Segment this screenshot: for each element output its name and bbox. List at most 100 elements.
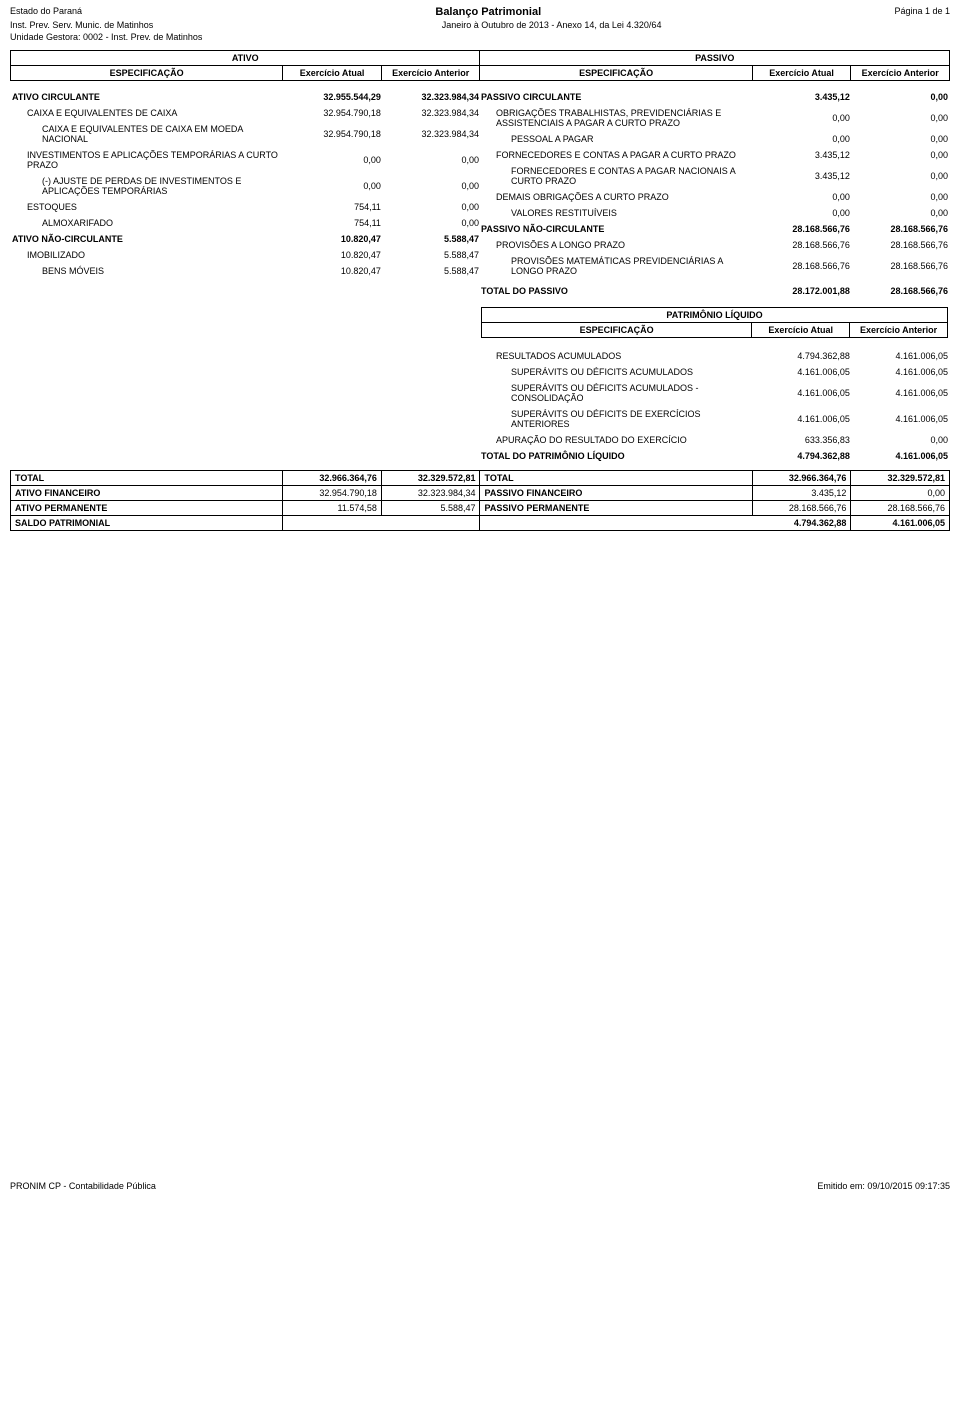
row-label: (-) AJUSTE DE PERDAS DE INVESTIMENTOS E … xyxy=(12,173,283,199)
saldo-ant: 4.161.006,05 xyxy=(851,516,950,531)
header-estado: Estado do Paraná xyxy=(10,6,82,16)
row-atual: 28.168.566,76 xyxy=(752,237,850,253)
total-passivo-table: TOTAL DO PASSIVO 28.172.001,88 28.168.56… xyxy=(10,281,950,301)
total-p-label: TOTAL xyxy=(480,471,752,486)
data-row: ESTOQUES754,110,00 xyxy=(12,199,479,215)
row-atual: 754,11 xyxy=(283,199,381,215)
passivo-perm-label: PASSIVO PERMANENTE xyxy=(480,501,752,516)
row-label: SUPERÁVITS OU DÉFICITS ACUMULADOS - CONS… xyxy=(481,380,752,406)
ativo-fin-ant: 32.323.984,34 xyxy=(381,486,480,501)
data-row: RESULTADOS ACUMULADOS4.794.362,884.161.0… xyxy=(481,348,948,364)
patrimonio-rows: RESULTADOS ACUMULADOS4.794.362,884.161.0… xyxy=(481,348,948,448)
row-atual: 28.168.566,76 xyxy=(752,253,850,279)
row-label: PESSOAL A PAGAR xyxy=(481,131,752,147)
header-unidade: Unidade Gestora: 0002 - Inst. Prev. de M… xyxy=(10,32,950,42)
data-row: SUPERÁVITS OU DÉFICITS ACUMULADOS - CONS… xyxy=(481,380,948,406)
row-ant: 0,00 xyxy=(850,205,948,221)
total-passivo-ant: 28.168.566,76 xyxy=(850,283,948,299)
row-ant: 4.161.006,05 xyxy=(850,348,948,364)
data-row: ALMOXARIFADO754,110,00 xyxy=(12,215,479,231)
patrimonio-heading: PATRIMÔNIO LÍQUIDO xyxy=(482,308,948,323)
row-label: ATIVO NÃO-CIRCULANTE xyxy=(12,231,283,247)
row-atual: 0,00 xyxy=(283,173,381,199)
row-ant: 0,00 xyxy=(850,163,948,189)
row-atual: 4.161.006,05 xyxy=(752,406,850,432)
row-ant: 0,00 xyxy=(850,189,948,205)
row-atual: 4.794.362,88 xyxy=(752,348,850,364)
footer-left: PRONIM CP - Contabilidade Pública xyxy=(10,1181,156,1191)
atual-col-a: Exercício Atual xyxy=(283,66,382,81)
data-row: IMOBILIZADO10.820,475.588,47 xyxy=(12,247,479,263)
row-ant: 0,00 xyxy=(381,173,479,199)
total-a-ant: 32.329.572,81 xyxy=(381,471,480,486)
data-row: ATIVO NÃO-CIRCULANTE10.820,475.588,47 xyxy=(12,231,479,247)
row-atual: 3.435,12 xyxy=(752,163,850,189)
row-ant: 0,00 xyxy=(850,105,948,131)
row-ant: 5.588,47 xyxy=(381,247,479,263)
row-label: CAIXA E EQUIVALENTES DE CAIXA EM MOEDA N… xyxy=(12,121,283,147)
data-row: CAIXA E EQUIVALENTES DE CAIXA32.954.790,… xyxy=(12,105,479,121)
header-title: Balanço Patrimonial xyxy=(435,6,541,18)
passivo-fin-ant: 0,00 xyxy=(851,486,950,501)
row-ant: 28.168.566,76 xyxy=(850,237,948,253)
row-ant: 0,00 xyxy=(850,89,948,105)
row-atual: 10.820,47 xyxy=(283,231,381,247)
ativo-perm-label: ATIVO PERMANENTE xyxy=(11,501,283,516)
row-atual: 0,00 xyxy=(752,205,850,221)
row-label: INVESTIMENTOS E APLICAÇÕES TEMPORÁRIAS A… xyxy=(12,147,283,173)
row-ant: 4.161.006,05 xyxy=(850,406,948,432)
ativo-rows: ATIVO CIRCULANTE32.955.544,2932.323.984,… xyxy=(12,89,479,279)
row-label: ALMOXARIFADO xyxy=(12,215,283,231)
row-label: ATIVO CIRCULANTE xyxy=(12,89,283,105)
data-row: VALORES RESTITUÍVEIS0,000,00 xyxy=(481,205,948,221)
data-row: FORNECEDORES E CONTAS A PAGAR NACIONAIS … xyxy=(481,163,948,189)
saldo-atual: 4.794.362,88 xyxy=(752,516,851,531)
row-label: CAIXA E EQUIVALENTES DE CAIXA xyxy=(12,105,283,121)
row-ant: 28.168.566,76 xyxy=(850,221,948,237)
row-label: FORNECEDORES E CONTAS A PAGAR A CURTO PR… xyxy=(481,147,752,163)
total-p-atual: 32.966.364,76 xyxy=(752,471,851,486)
row-label: PASSIVO NÃO-CIRCULANTE xyxy=(481,221,752,237)
row-atual: 32.955.544,29 xyxy=(283,89,381,105)
row-label: BENS MÓVEIS xyxy=(12,263,283,279)
total-pl-label: TOTAL DO PATRIMÔNIO LÍQUIDO xyxy=(481,448,752,464)
data-row: PROVISÕES A LONGO PRAZO28.168.566,7628.1… xyxy=(481,237,948,253)
row-atual: 32.954.790,18 xyxy=(283,105,381,121)
ativo-perm-ant: 5.588,47 xyxy=(381,501,480,516)
row-label: SUPERÁVITS OU DÉFICITS DE EXERCÍCIOS ANT… xyxy=(481,406,752,432)
data-row: DEMAIS OBRIGAÇÕES A CURTO PRAZO0,000,00 xyxy=(481,189,948,205)
row-ant: 4.161.006,05 xyxy=(850,380,948,406)
row-atual: 0,00 xyxy=(752,189,850,205)
row-atual: 10.820,47 xyxy=(283,263,381,279)
passivo-fin-label: PASSIVO FINANCEIRO xyxy=(480,486,752,501)
row-ant: 32.323.984,34 xyxy=(381,89,479,105)
row-atual: 633.356,83 xyxy=(752,432,850,448)
total-passivo-atual: 28.172.001,88 xyxy=(752,283,850,299)
atual-col-pl: Exercício Atual xyxy=(752,323,850,338)
ativo-perm-atual: 11.574,58 xyxy=(283,501,382,516)
row-ant: 32.323.984,34 xyxy=(381,105,479,121)
row-ant: 5.588,47 xyxy=(381,263,479,279)
totals-table: TOTAL 32.966.364,76 32.329.572,81 TOTAL … xyxy=(10,470,950,531)
row-label: OBRIGAÇÕES TRABALHISTAS, PREVIDENCIÁRIAS… xyxy=(481,105,752,131)
header-periodo: Janeiro à Outubro de 2013 - Anexo 14, da… xyxy=(442,20,662,30)
row-ant: 0,00 xyxy=(850,131,948,147)
patrimonio-header: PATRIMÔNIO LÍQUIDO ESPECIFICAÇÃO Exercíc… xyxy=(10,305,950,466)
data-row: PASSIVO NÃO-CIRCULANTE28.168.566,7628.16… xyxy=(481,221,948,237)
ativo-fin-atual: 32.954.790,18 xyxy=(283,486,382,501)
data-row: SUPERÁVITS OU DÉFICITS ACUMULADOS4.161.0… xyxy=(481,364,948,380)
data-row: ATIVO CIRCULANTE32.955.544,2932.323.984,… xyxy=(12,89,479,105)
row-atual: 0,00 xyxy=(752,105,850,131)
passivo-fin-atual: 3.435,12 xyxy=(752,486,851,501)
total-a-atual: 32.966.364,76 xyxy=(283,471,382,486)
row-atual: 0,00 xyxy=(283,147,381,173)
row-label: IMOBILIZADO xyxy=(12,247,283,263)
passivo-perm-ant: 28.168.566,76 xyxy=(851,501,950,516)
row-ant: 5.588,47 xyxy=(381,231,479,247)
data-row: BENS MÓVEIS10.820,475.588,47 xyxy=(12,263,479,279)
row-ant: 0,00 xyxy=(850,432,948,448)
ativo-heading: ATIVO xyxy=(11,51,480,66)
data-row: APURAÇÃO DO RESULTADO DO EXERCÍCIO633.35… xyxy=(481,432,948,448)
row-label: VALORES RESTITUÍVEIS xyxy=(481,205,752,221)
passivo-heading: PASSIVO xyxy=(480,51,950,66)
